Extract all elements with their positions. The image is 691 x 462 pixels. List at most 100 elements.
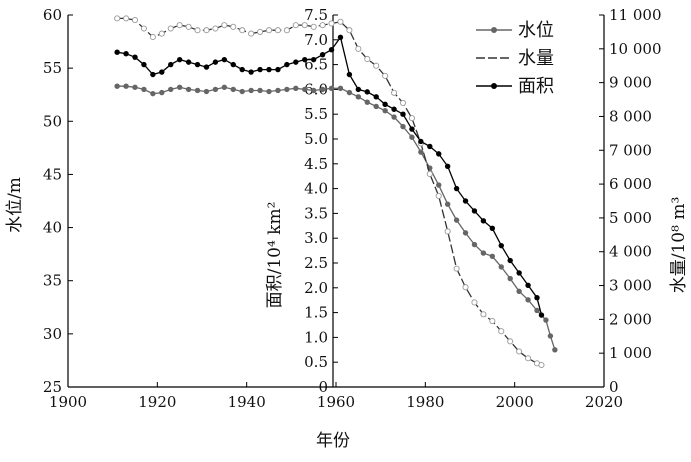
data-point-volume [114,15,121,22]
data-point-area [176,56,183,63]
data-point-area [400,111,406,117]
area-tick-label: 2.0 [304,279,328,297]
data-point-level [471,241,478,248]
area-tick-label: 7.0 [304,31,328,49]
level-axis-title: 水位/m [5,177,25,233]
data-point-volume [185,23,192,30]
data-point-volume [319,22,326,29]
data-point-level [444,201,451,207]
data-point-level [221,84,228,90]
data-point-level [382,107,388,114]
data-point-level [489,253,496,259]
data-point-area [212,59,219,65]
data-point-level [400,123,406,130]
area-tick-label: 5.5 [304,105,328,123]
data-point-level [185,86,192,93]
data-point-level [141,86,147,93]
data-point-level [302,86,308,93]
data-point-level [418,149,424,155]
data-point-area [310,56,317,63]
data-point-volume [498,328,505,335]
volume-tick-label: 6 000 [609,175,652,193]
level-tick-label: 25 [43,378,62,396]
level-tick-label: 40 [43,219,62,237]
data-point-volume [489,318,496,325]
data-point-level [114,83,120,89]
data-point-volume [444,228,451,235]
data-point-area [203,64,210,70]
data-point-area [114,49,120,55]
area-axis-title: 面积/10⁴ km² [265,202,285,309]
data-point-volume [140,25,147,32]
data-point-area [453,185,460,192]
data-point-area [346,71,353,78]
data-point-area [364,89,370,95]
data-point-level [212,86,219,93]
data-point-level [168,86,174,93]
legend: 水位 水量 面积 [476,20,554,97]
x-axis-title: 年份 [316,431,350,451]
series-volume [114,15,545,369]
data-point-area [337,34,344,41]
data-point-area [507,257,513,264]
data-point-area [185,59,192,65]
level-tick-label: 35 [43,272,62,290]
data-point-level [293,85,299,92]
data-point-area [525,282,531,289]
legend-label-area: 面积 [518,76,554,97]
data-point-level [480,250,487,256]
x-axis-ticks: 1900 1920 1940 1960 1980 2000 2020 [49,382,623,411]
x-tick-label: 1940 [228,393,266,411]
data-point-volume [149,33,156,41]
data-point-level [150,90,156,97]
data-point-volume [301,22,308,29]
series-line-level [117,85,556,351]
data-point-level [203,88,210,95]
data-point-area [248,69,254,75]
data-point-volume [283,27,290,34]
data-point-volume [426,170,433,177]
area-tick-label: 1.0 [304,328,328,346]
level-tick-label: 30 [43,325,62,343]
data-point-level [159,89,165,96]
data-point-area [534,295,540,301]
data-point-area [498,242,504,249]
data-point-area [293,59,299,65]
data-point-level [194,87,201,94]
series-area [114,34,545,318]
data-point-level [239,88,245,95]
data-point-level [176,84,183,90]
data-point-volume [382,72,389,79]
data-point-area [436,151,442,157]
volume-tick-label: 9 000 [609,74,652,92]
data-point-area [159,69,165,75]
data-point-volume [310,23,317,30]
data-point-area [516,270,522,276]
data-point-volume [516,348,523,355]
data-point-volume [248,30,255,37]
series-line-volume [117,17,542,366]
x-tick-label: 2000 [496,393,534,411]
data-point-volume [337,18,344,25]
data-point-level [257,87,263,94]
level-tick-label: 60 [43,6,62,24]
volume-tick-label: 5 000 [609,209,652,227]
data-point-volume [194,27,201,34]
data-point-area [355,86,362,93]
legend-label-level: 水位 [518,20,554,41]
data-point-area [275,66,281,73]
data-point-level [453,217,460,223]
data-point-area [239,66,245,73]
data-point-area [480,218,487,224]
data-point-area [471,208,478,214]
series-layer [114,15,558,369]
data-point-area [319,51,326,58]
data-point-level [552,347,558,353]
data-point-level [436,182,442,188]
data-point-volume [292,22,299,29]
data-point-level [364,99,370,105]
volume-tick-label: 1 000 [609,344,652,362]
data-point-area [427,143,433,150]
area-tick-label: 3.0 [304,229,328,247]
volume-tick-label: 11 000 [609,6,662,24]
